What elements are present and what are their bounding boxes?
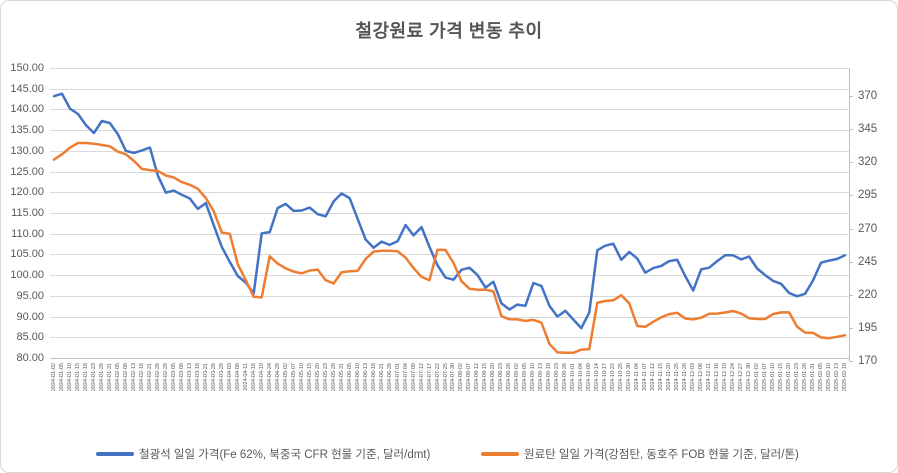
y-left-tick-label: 115.00 <box>11 207 44 219</box>
y-left-tick-label: 120.00 <box>10 186 44 199</box>
y-right-tick <box>849 228 853 230</box>
y-left-tick-label: 95.00 <box>16 289 44 302</box>
gridline <box>50 130 849 132</box>
y-left-tick-label: 125.00 <box>10 165 44 178</box>
y-left-tick-label: 135.00 <box>10 124 44 137</box>
y-left-tick-label: 85.00 <box>16 331 44 344</box>
y-right-tick-label: 345 <box>858 123 878 136</box>
y-right-tick-label: 195 <box>858 321 878 334</box>
gridline <box>50 337 849 339</box>
gridline <box>50 275 849 277</box>
y-left-tick-label: 100.00 <box>10 269 44 282</box>
iron-ore-line <box>52 92 847 330</box>
y-left-tick-label: 90.00 <box>16 310 44 323</box>
gridline <box>50 150 849 152</box>
y-right-tick <box>849 294 853 296</box>
y-left-tick-label: 105.00 <box>10 248 44 261</box>
y-right-tick-label: 370 <box>858 90 878 102</box>
y-right-tick <box>849 195 853 197</box>
y-right-tick-label: 170 <box>858 355 878 367</box>
y-left-tick-label: 150.00 <box>10 62 44 74</box>
y-right-axis-line <box>849 68 850 361</box>
gridline <box>50 295 849 297</box>
legend-item-iron-ore: 철광석 일일 가격(Fe 62%, 북중국 CFR 현물 기준, 달러/dmt) <box>96 445 430 463</box>
coking-coal-legend-label: 원료탄 일일 가격(강점탄, 동호주 FOB 현물 기준, 달러/톤) <box>524 449 799 461</box>
gridline <box>50 88 849 90</box>
y-right-tick <box>849 162 853 164</box>
coking-coal-line <box>52 141 847 355</box>
y-right-tick-label: 295 <box>858 189 878 202</box>
y-right-tick <box>849 361 853 362</box>
gridline <box>50 316 849 318</box>
iron-ore-legend-marker-icon <box>96 452 134 456</box>
y-left-tick-label: 110.00 <box>11 227 44 240</box>
gridline <box>50 192 849 194</box>
y-left-tick-label: 140.00 <box>10 103 44 116</box>
y-right-tick-label: 220 <box>858 288 878 301</box>
y-right-tick-label: 245 <box>858 255 878 268</box>
gridline <box>50 213 849 214</box>
gridline <box>50 233 849 235</box>
y-right-tick <box>849 96 853 97</box>
gridline <box>50 171 849 173</box>
y-right-tick-label: 270 <box>858 222 878 235</box>
y-left-tick-label: 130.00 <box>10 144 44 157</box>
gridline <box>50 109 849 111</box>
iron-ore-legend-label: 철광석 일일 가격(Fe 62%, 북중국 CFR 현물 기준, 달러/dmt) <box>139 449 431 461</box>
gridline <box>50 68 849 69</box>
chart-title: 철강원료 가격 변동 추이 <box>355 21 543 41</box>
y-right-tick <box>849 261 853 263</box>
legend-item-coking-coal: 원료탄 일일 가격(강점탄, 동호주 FOB 현물 기준, 달러/톤) <box>481 445 799 463</box>
coking-coal-legend-marker-icon <box>481 452 519 456</box>
y-left-tick-label: 80.00 <box>16 352 44 364</box>
y-right-tick-label: 320 <box>858 156 878 169</box>
y-left-tick-label: 145.00 <box>10 82 44 95</box>
y-right-tick <box>849 327 853 329</box>
y-right-tick <box>849 129 853 131</box>
x-axis-line <box>50 358 849 359</box>
legend: 철광석 일일 가격(Fe 62%, 북중국 CFR 현물 기준, 달러/dmt)… <box>1 445 897 465</box>
